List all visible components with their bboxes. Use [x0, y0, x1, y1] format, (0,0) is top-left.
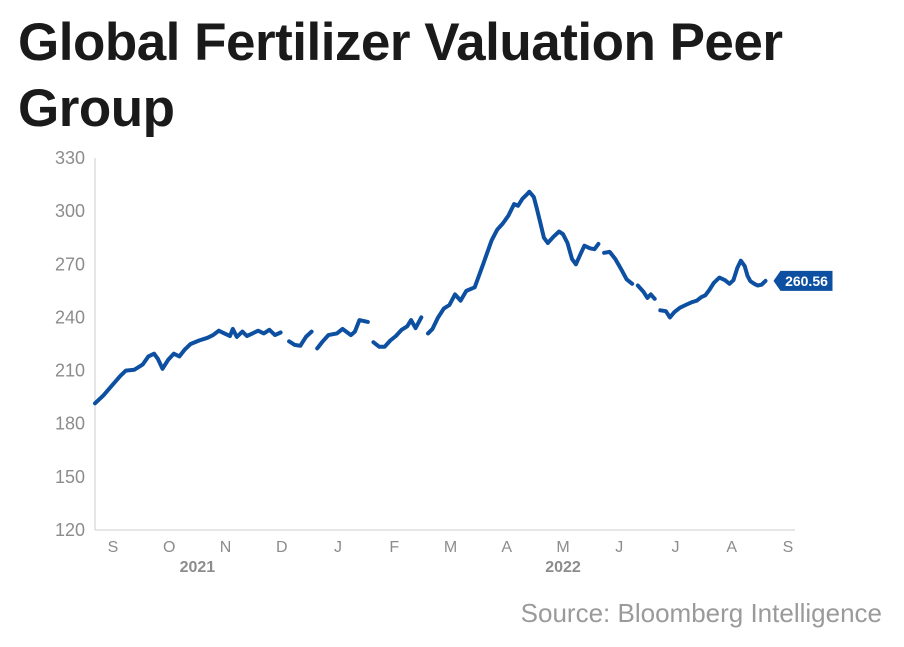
y-tick-label: 210 — [55, 361, 85, 381]
last-value-label: 260.56 — [785, 273, 828, 289]
x-tick-label: M — [556, 539, 569, 556]
year-labels: 2021 2022 — [180, 559, 581, 576]
x-tick-label: A — [726, 539, 737, 556]
y-tick-label: 300 — [55, 201, 85, 221]
x-tick-label: J — [334, 539, 342, 556]
x-tick-label: S — [108, 539, 119, 556]
y-tick-label: 150 — [55, 467, 85, 487]
axes — [94, 158, 795, 531]
y-axis-ticks: 120 150 180 210 240 270 300 330 — [55, 148, 85, 540]
x-tick-label: M — [444, 539, 457, 556]
x-tick-label: F — [389, 539, 399, 556]
chart-title: Global Fertilizer Valuation Peer Group — [18, 13, 783, 138]
year-label: 2021 — [180, 559, 216, 576]
last-value-badge — [773, 270, 833, 291]
year-label: 2022 — [545, 559, 581, 576]
x-tick-label: D — [276, 539, 288, 556]
x-tick-label: S — [783, 539, 794, 556]
y-tick-label: 240 — [55, 307, 85, 327]
x-tick-label: O — [163, 539, 175, 556]
series-line — [93, 189, 768, 406]
y-tick-label: 120 — [55, 520, 85, 540]
x-tick-label: J — [672, 539, 680, 556]
last-value-tag: 260.56 — [773, 270, 833, 291]
y-tick-label: 270 — [55, 254, 85, 274]
source-note: Source: Bloomberg Intelligence — [520, 598, 882, 628]
series — [93, 189, 768, 406]
y-tick-label: 330 — [55, 148, 85, 168]
y-tick-label: 180 — [55, 414, 85, 434]
x-tick-label: N — [220, 539, 232, 556]
x-tick-label: J — [615, 539, 623, 556]
x-tick-label: A — [501, 539, 512, 556]
